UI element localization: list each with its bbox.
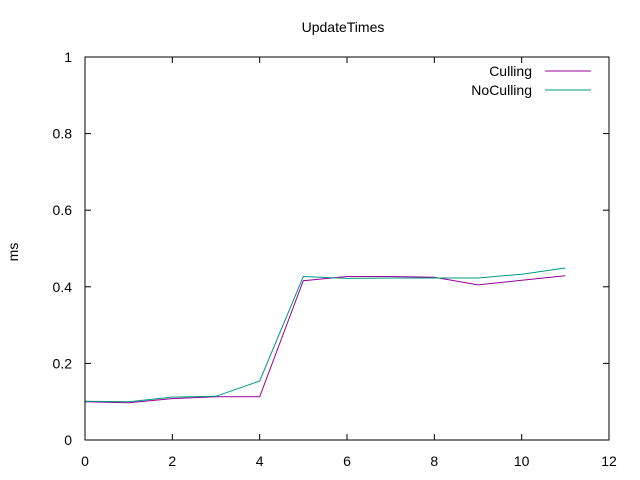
legend: Culling NoCulling: [471, 63, 591, 98]
series-lines: [84, 267, 566, 404]
legend-label-culling: Culling: [489, 63, 532, 79]
x-tick-label: 10: [514, 453, 530, 469]
axis-ticks: 0 2 4 6 8 10 12 0 0.2 0.4 0.6 0.8 1: [53, 49, 617, 469]
x-tick-label: 0: [81, 453, 89, 469]
y-tick-label: 0.4: [53, 279, 73, 295]
y-tick-label: 0.6: [53, 202, 73, 218]
x-tick-label: 4: [256, 453, 264, 469]
series-line-culling: [84, 275, 566, 404]
y-axis-label: ms: [5, 243, 21, 262]
y-tick-label: 1: [64, 49, 72, 65]
x-tick-label: 8: [430, 453, 438, 469]
chart-title: UpdateTimes: [302, 19, 385, 35]
plot-frame: [84, 56, 610, 441]
y-tick-label: 0.8: [53, 126, 73, 142]
legend-label-noculling: NoCulling: [471, 82, 532, 98]
series-line-noculling: [84, 267, 566, 403]
x-tick-label: 12: [601, 453, 617, 469]
x-tick-label: 6: [343, 453, 351, 469]
y-tick-label: 0: [64, 432, 72, 448]
x-tick-label: 2: [168, 453, 176, 469]
y-tick-label: 0.2: [53, 355, 73, 371]
